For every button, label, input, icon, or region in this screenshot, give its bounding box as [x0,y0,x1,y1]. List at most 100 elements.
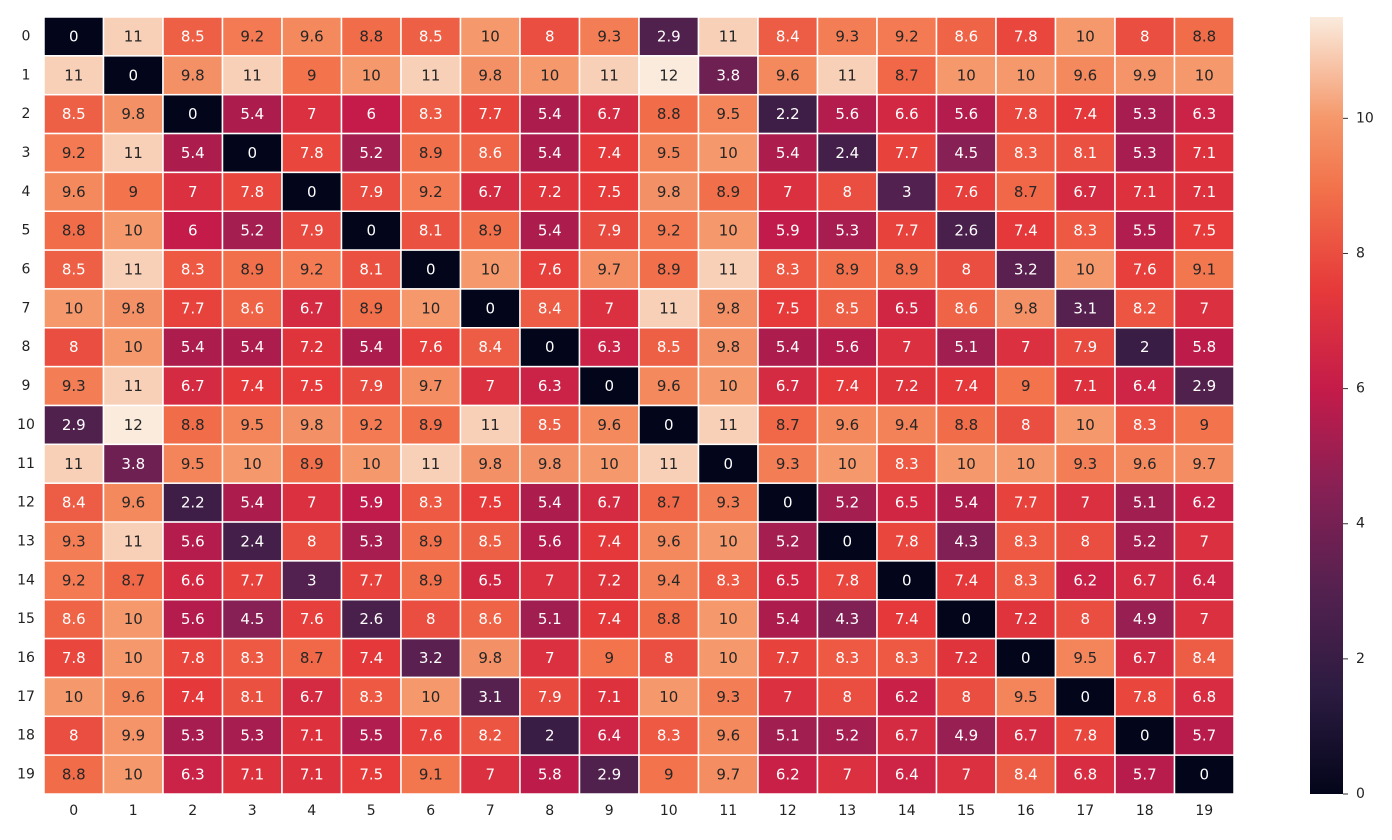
cell-label: 7.9 [300,222,324,240]
cell-label: 9.4 [895,416,919,434]
cell-label: 7.7 [359,571,383,589]
cell-label: 11 [64,66,83,84]
heatmap-cell [459,249,521,290]
heatmap-cell [1054,404,1116,446]
cell-label: 7.6 [419,338,443,356]
cell-label: 7.4 [895,610,919,628]
cell-label: 10 [362,455,381,473]
heatmap-cell [1173,327,1235,368]
cell-label: 2.4 [240,532,264,550]
cell-label: 7.5 [1192,222,1216,240]
cell-label: 9.8 [716,299,740,317]
heatmap-cell [43,171,105,212]
heatmap-cell [638,249,700,290]
cell-label: 2.2 [776,105,800,123]
cell-label: 7 [485,377,495,395]
x-tick-label: 19 [1195,803,1213,819]
cell-label: 6.6 [181,571,205,589]
y-tick-label: 17 [17,689,35,705]
cell-label: 10 [421,688,440,706]
cell-label: 10 [1076,416,1095,434]
cell-label: 0 [545,338,555,356]
cell-label: 8.7 [657,494,681,512]
heatmap-cell [1114,443,1176,484]
cell-label: 8.4 [776,27,800,45]
y-tick-label: 0 [22,28,31,44]
cell-label: 2.9 [1192,377,1216,395]
cell-label: 6.3 [181,766,205,784]
cell-label: 9.8 [538,455,562,473]
cell-label: 8.8 [657,610,681,628]
cell-label: 8.7 [1014,183,1038,201]
cell-label: 7.5 [478,494,502,512]
cell-label: 9.3 [1073,455,1097,473]
colorbar-gradient [1310,17,1343,794]
cell-label: 10 [124,610,143,628]
cell-label: 5.3 [181,727,205,745]
cell-label: 8.7 [121,571,145,589]
heatmap-cell [519,482,581,523]
cell-label: 9.2 [419,183,443,201]
cell-label: 7.1 [1192,183,1216,201]
cell-label: 5.6 [835,105,859,123]
cell-label: 7.5 [597,183,621,201]
cell-label: 6.3 [1192,105,1216,123]
cell-label: 10 [719,377,738,395]
cell-label: 8.5 [478,532,502,550]
y-tick-label: 4 [22,184,31,200]
y-tick-label: 6 [22,262,31,278]
cell-label: 8 [961,261,971,279]
heatmap-cell [162,210,224,251]
heatmap-cell [459,93,521,135]
heatmap-cell [757,637,819,679]
cell-label: 6.7 [300,688,324,706]
heatmap-cell [519,365,581,407]
heatmap-cell [102,365,164,407]
heatmap-cell [995,365,1057,407]
cell-label: 8.6 [240,299,264,317]
heatmap-cell [697,132,759,174]
heatmap-cell [1054,521,1116,562]
heatmap-cell [400,288,462,329]
cell-label: 2.9 [657,27,681,45]
heatmap-cell [1054,599,1116,640]
cell-label: 11 [421,66,440,84]
x-tick-label: 5 [367,803,376,819]
cell-label: 9.8 [121,299,145,317]
cell-label: 5.4 [954,494,978,512]
cell-label: 12 [124,416,143,434]
cell-label: 9.5 [716,105,740,123]
cell-label: 9.8 [478,649,502,667]
cell-label: 6.5 [895,494,919,512]
heatmap-cell [162,637,224,679]
cell-label: 10 [540,66,559,84]
x-tick-label: 18 [1136,803,1154,819]
cell-label: 8.3 [1073,222,1097,240]
heatmap-cell [102,249,164,290]
heatmap-cell [162,715,224,756]
heatmap-cell [697,599,759,640]
heatmap-cell [459,637,521,679]
cell-label: 5.6 [835,338,859,356]
cell-label: 9.5 [657,144,681,162]
x-tick-label: 14 [898,803,916,819]
cell-label: 8.8 [62,766,86,784]
cell-label: 8 [1080,610,1090,628]
heatmap-cell [43,443,105,484]
cell-label: 2.9 [62,416,86,434]
cell-label: 8 [307,532,317,550]
x-tick-label: 11 [719,803,737,819]
colorbar-tick-label: 10 [1356,110,1374,126]
cell-label: 7 [902,338,912,356]
cell-label: 9 [664,766,674,784]
cell-label: 9 [307,66,317,84]
heatmap-cell [1173,715,1235,756]
heatmap-cell [340,16,402,57]
cell-label: 8.6 [478,610,502,628]
heatmap-cell [816,443,878,484]
cell-label: 0 [842,532,852,550]
y-tick-label: 13 [17,533,35,549]
cell-label: 9.7 [597,261,621,279]
cell-label: 11 [124,144,143,162]
heatmap-cell [221,676,283,718]
